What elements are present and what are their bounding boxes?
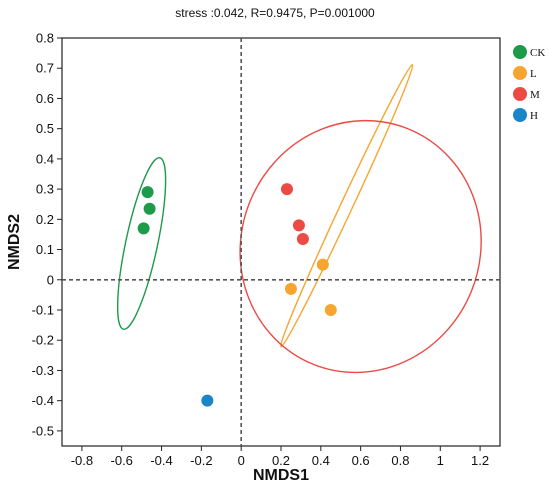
y-tick-label: 0.3 xyxy=(36,182,54,197)
point-l xyxy=(316,258,329,271)
x-axis-title: NMDS1 xyxy=(253,467,309,484)
x-tick-label: -0.8 xyxy=(71,453,93,468)
x-tick-label: 0.2 xyxy=(272,453,290,468)
ellipse-ck xyxy=(116,157,167,331)
legend: CK LMH xyxy=(513,45,545,122)
ellipse-m xyxy=(239,119,482,374)
y-tick-label: 0.1 xyxy=(36,242,54,257)
y-tick-label: 0.7 xyxy=(36,61,54,76)
y-tick-label: 0.4 xyxy=(36,151,54,166)
data-points xyxy=(137,183,337,407)
x-tick-label: -0.2 xyxy=(190,453,212,468)
legend-label-m: M xyxy=(530,89,540,101)
plot-frame xyxy=(61,37,501,447)
y-tick-label: 0.6 xyxy=(36,91,54,106)
point-h xyxy=(201,394,214,407)
chart-title: stress :0.042, R=0.9475, P=0.001000 xyxy=(175,6,375,20)
point-ck xyxy=(141,186,154,199)
x-tick-label: -0.4 xyxy=(150,453,172,468)
y-axis-title: NMDS2 xyxy=(6,214,23,270)
legend-label-h: H xyxy=(530,110,538,122)
y-tick-label: -0.2 xyxy=(32,333,54,348)
point-ck xyxy=(143,202,156,215)
legend-label-l: L xyxy=(530,68,537,80)
reference-lines xyxy=(62,38,500,446)
x-tick-label: 1 xyxy=(437,453,444,468)
y-tick-label: -0.1 xyxy=(32,303,54,318)
x-tick-label: 0.8 xyxy=(391,453,409,468)
y-tick-label: 0 xyxy=(47,272,54,287)
legend-marker-l xyxy=(513,66,527,80)
x-tick-label: 0.6 xyxy=(352,453,370,468)
y-tick-label: 0.2 xyxy=(36,212,54,227)
x-tick-label: 0.4 xyxy=(312,453,330,468)
x-tick-label: 1.2 xyxy=(471,453,489,468)
legend-marker-m xyxy=(513,87,527,101)
x-axis: -0.8 -0.6 -0.4 -0.2 0 0.2 0.4 0.6 0.8 1 1.2 xyxy=(71,446,489,468)
point-l xyxy=(324,304,337,316)
y-tick-label: 0.8 xyxy=(36,31,54,46)
point-l xyxy=(284,282,297,295)
y-tick-label: -0.4 xyxy=(32,393,54,408)
point-m xyxy=(280,183,293,196)
x-tick-label: -0.6 xyxy=(111,453,133,468)
legend-label-ck: CK xyxy=(530,47,545,59)
confidence-ellipses xyxy=(116,63,482,374)
legend-marker-h xyxy=(513,108,527,122)
y-tick-label: -0.3 xyxy=(32,363,54,378)
ellipse-l xyxy=(279,63,414,348)
x-tick-label: 0 xyxy=(238,453,245,468)
point-m xyxy=(292,219,305,232)
legend-marker-ck xyxy=(513,45,527,59)
point-ck xyxy=(137,222,150,235)
y-tick-label: 0.5 xyxy=(36,121,54,136)
y-axis: 0.8 0.7 0.6 0.5 0.4 0.3 0.2 0.1 0 -0.1 -0.2 -0.3 -0.… xyxy=(32,31,62,438)
point-m xyxy=(296,232,309,245)
y-tick-label: -0.5 xyxy=(32,423,54,438)
